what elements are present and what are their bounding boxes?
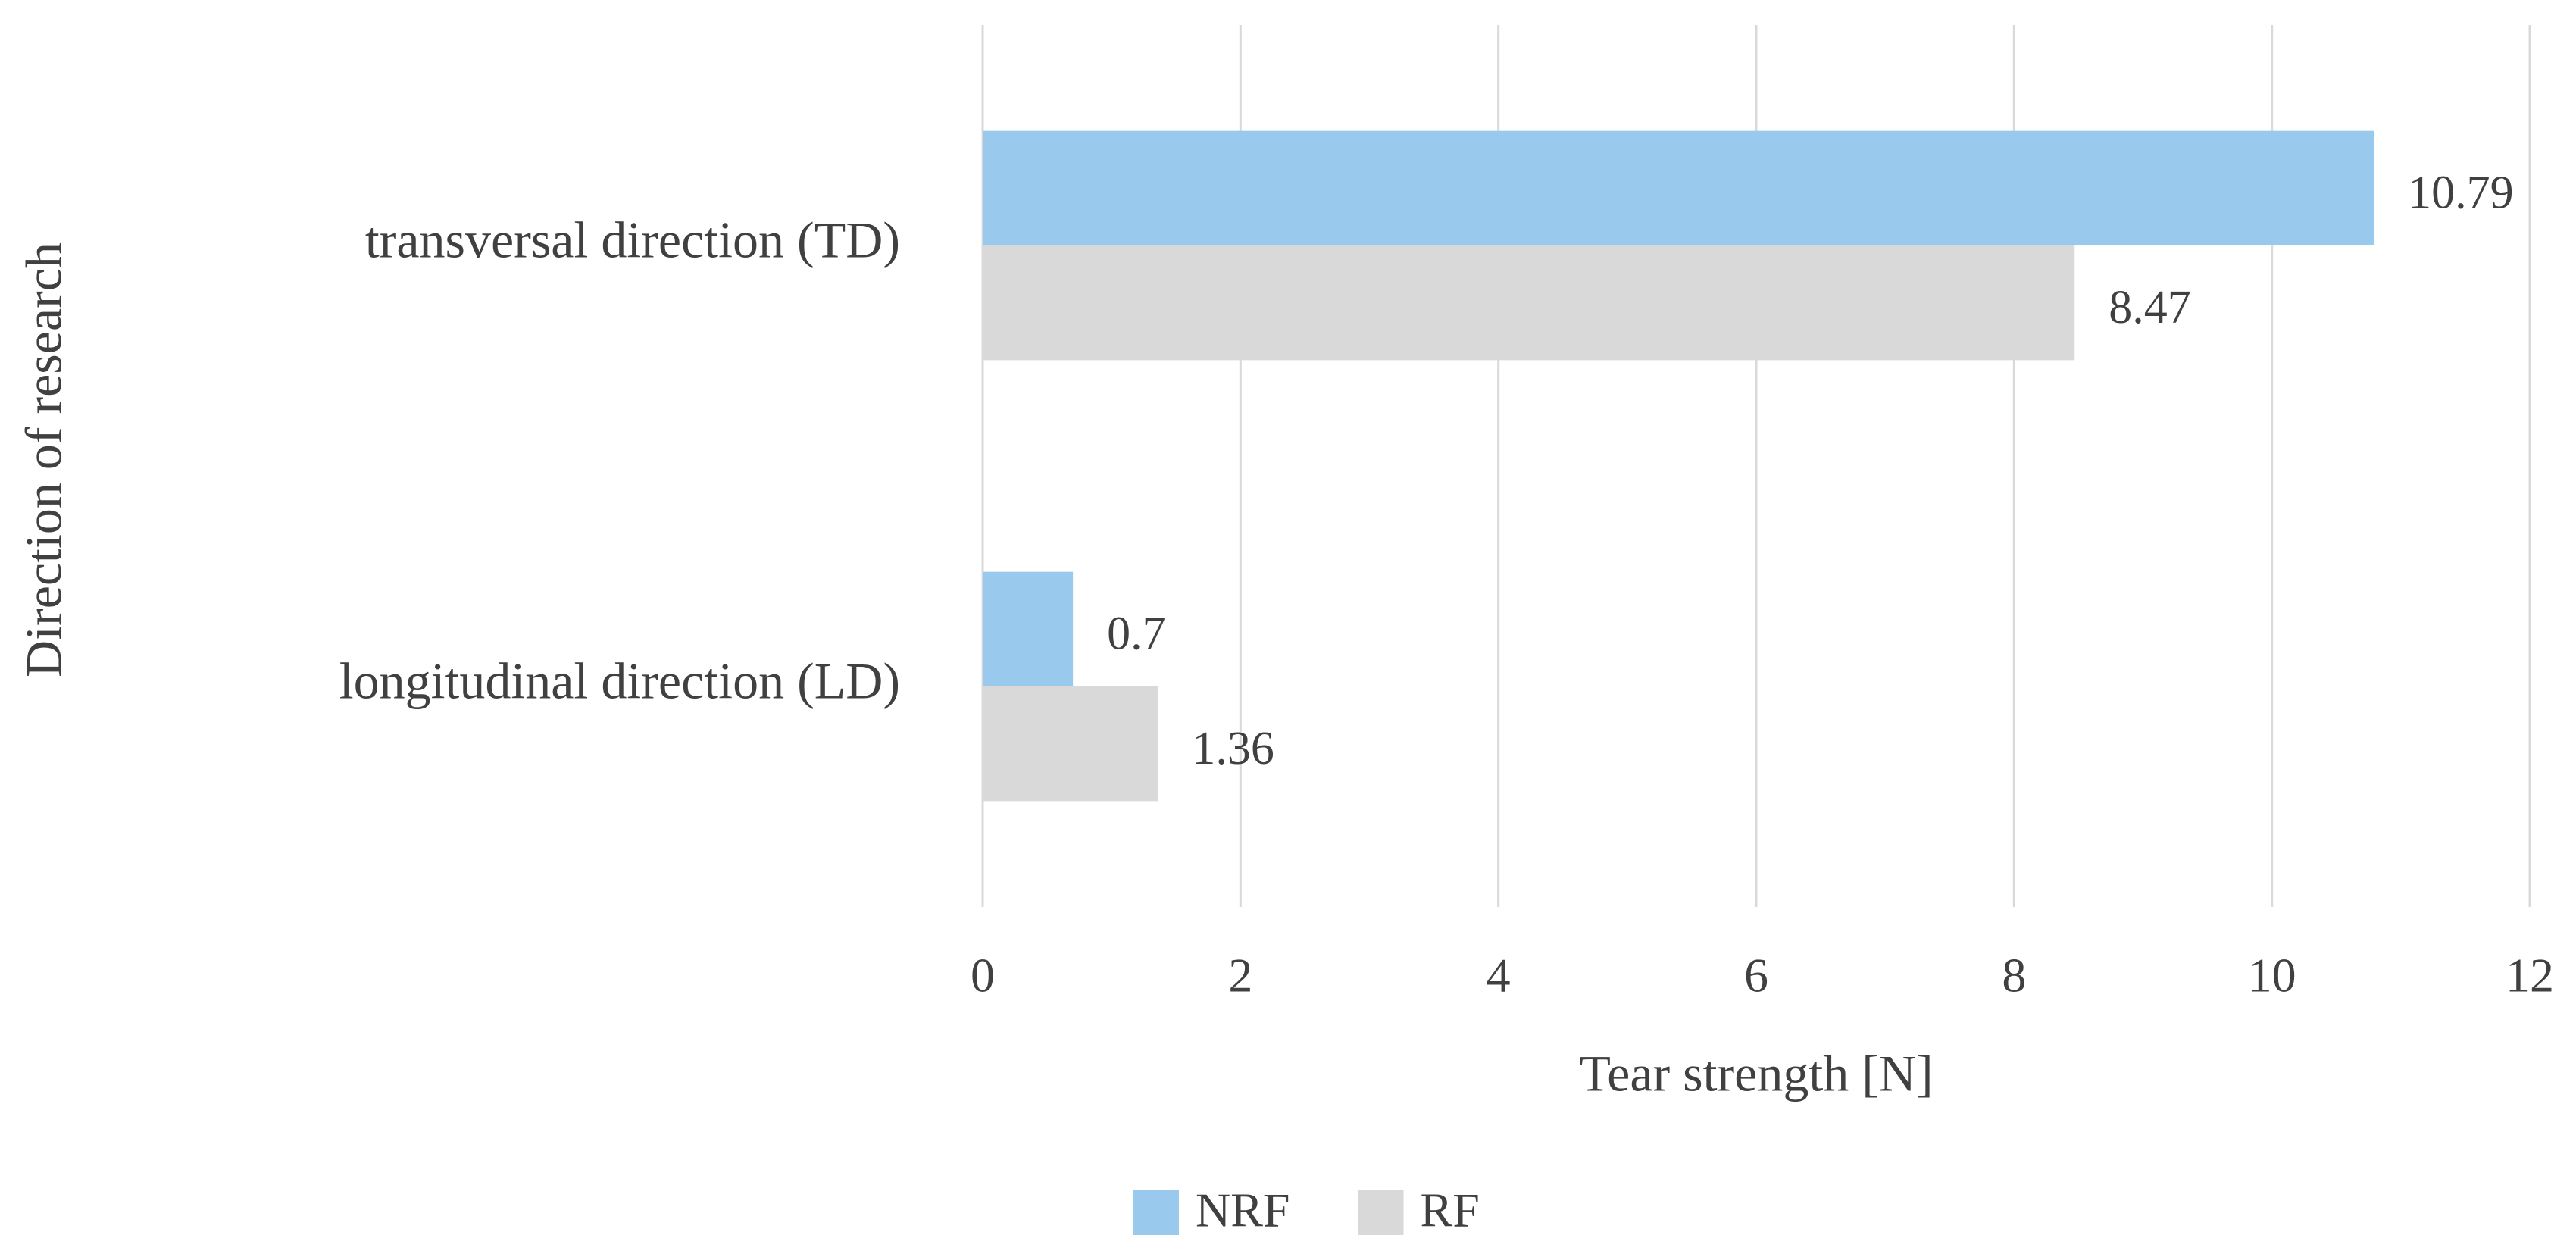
bar bbox=[983, 245, 2075, 361]
x-tick-label: 2 bbox=[1228, 949, 1252, 1002]
y-tick-label: longitudinal direction (LD) bbox=[339, 652, 900, 710]
bar bbox=[983, 130, 2374, 245]
value-label: 8.47 bbox=[2109, 282, 2191, 333]
x-tick-label: 8 bbox=[2002, 949, 2026, 1002]
legend-swatch bbox=[1358, 1190, 1404, 1235]
bar bbox=[983, 571, 1074, 686]
value-label: 1.36 bbox=[1192, 723, 1274, 774]
x-tick-label: 6 bbox=[1744, 949, 1768, 1002]
x-tick-label: 4 bbox=[1487, 949, 1511, 1002]
value-label: 10.79 bbox=[2408, 167, 2514, 219]
x-axis-title: Tear strength [N] bbox=[1579, 1045, 1933, 1102]
legend-swatch bbox=[1133, 1190, 1179, 1235]
y-tick-label: transversal direction (TD) bbox=[365, 211, 900, 269]
bar bbox=[983, 686, 1158, 802]
legend-label: NRF bbox=[1196, 1184, 1290, 1237]
x-tick-label: 10 bbox=[2248, 949, 2296, 1002]
x-tick-label: 0 bbox=[971, 949, 995, 1002]
x-tick-label: 12 bbox=[2506, 949, 2554, 1002]
legend-label: RF bbox=[1421, 1184, 1480, 1237]
value-label: 0.7 bbox=[1107, 608, 1166, 660]
y-axis-title: Direction of research bbox=[15, 242, 73, 677]
